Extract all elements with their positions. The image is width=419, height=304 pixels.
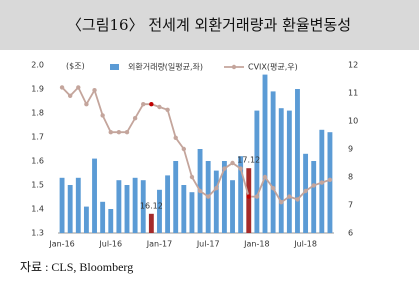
marker: [157, 104, 162, 110]
source: 자료 : CLS, Bloomberg: [20, 260, 133, 274]
x-tick-label: Jul-16: [98, 240, 122, 249]
y-tick-label: 2.0: [31, 61, 44, 70]
marker: [132, 116, 138, 121]
bar: [108, 209, 114, 233]
marker: [100, 113, 105, 118]
marker: [108, 130, 113, 135]
marker: [165, 107, 170, 113]
y-tick-label: 1.4: [31, 205, 44, 214]
marker: [238, 166, 243, 171]
y-tick-label: 1.3: [31, 229, 44, 238]
bar: [278, 108, 284, 233]
marker: [59, 85, 65, 90]
marker: [246, 194, 251, 199]
marker: [311, 183, 316, 188]
marker: [76, 85, 81, 90]
bar: [213, 170, 219, 233]
legend-label: CVIX(평균,우): [248, 62, 298, 72]
y-tick-label: 1.6: [31, 157, 44, 166]
y-tick-label: 1.7: [31, 133, 44, 142]
marker: [214, 186, 219, 191]
marker: [287, 194, 292, 199]
bar: [116, 180, 122, 233]
bar: [270, 91, 276, 234]
marker: [124, 130, 130, 135]
y2-tick-label: 11: [348, 89, 358, 98]
marker: [319, 180, 325, 185]
marker: [67, 93, 73, 99]
annotation: 16.12: [140, 201, 163, 210]
bar: [92, 158, 97, 233]
marker: [279, 200, 284, 205]
y-tick-label: 1.9: [31, 85, 44, 94]
bar: [327, 132, 333, 233]
bar: [230, 180, 235, 233]
x-tick-label: Jul-18: [293, 240, 317, 249]
y2-tick-label: 6: [348, 229, 353, 238]
y2-tick-label: 12: [348, 61, 358, 70]
title-band: [0, 0, 419, 50]
y2-tick-label: 7: [348, 201, 353, 210]
bar: [238, 156, 244, 233]
bar: [221, 161, 227, 233]
marker: [254, 194, 260, 199]
bar: [262, 74, 268, 233]
bar: [246, 168, 252, 233]
marker: [149, 102, 154, 107]
bar: [132, 177, 138, 233]
marker: [189, 174, 195, 180]
marker: [222, 166, 227, 171]
x-tick-label: Jan-18: [243, 240, 269, 249]
x-tick-label: Jul-17: [196, 240, 220, 249]
marker: [181, 146, 187, 152]
marker: [84, 102, 89, 107]
legend-swatch: [110, 64, 119, 70]
bar: [100, 201, 106, 233]
annotation: 17.12: [237, 156, 260, 165]
bar: [67, 185, 73, 233]
marker: [270, 186, 276, 191]
line: [61, 85, 331, 204]
x-tick-label: Jan-17: [146, 240, 172, 249]
marker: [205, 194, 211, 199]
marker: [197, 188, 203, 194]
bar: [181, 185, 187, 233]
bar: [295, 89, 300, 233]
marker: [92, 88, 97, 93]
marker: [327, 177, 333, 182]
marker: [295, 197, 300, 202]
bar: [254, 110, 260, 233]
bar: [148, 213, 154, 233]
y-tick-label: 1.8: [31, 109, 44, 118]
chart-title: 〈그림16〉 전세계 외환거래량과 환율변동성: [67, 16, 351, 34]
marker: [116, 130, 122, 135]
bar: [75, 177, 81, 233]
bar: [83, 206, 89, 233]
y2-tick-label: 9: [348, 145, 353, 154]
y2-tick-label: 8: [348, 173, 353, 182]
bar: [303, 153, 309, 233]
y2-tick-label: 10: [348, 117, 358, 126]
marker: [173, 135, 178, 140]
marker: [141, 102, 146, 107]
bar: [189, 192, 195, 233]
y-axis-label: ($조): [66, 62, 85, 71]
marker: [230, 160, 235, 166]
legend-swatch: [231, 64, 237, 70]
legend-label: 외환거래량(일평균,좌): [128, 62, 203, 72]
bar: [286, 110, 292, 233]
y-tick-label: 1.5: [31, 181, 44, 190]
marker: [303, 188, 308, 194]
bar: [165, 175, 171, 233]
bar: [157, 189, 162, 233]
bar: [124, 185, 130, 233]
bar: [59, 177, 65, 233]
bar: [173, 161, 179, 233]
x-tick-label: Jan-16: [48, 240, 74, 249]
marker: [262, 174, 268, 180]
bar: [311, 161, 317, 233]
bar: [140, 180, 146, 233]
